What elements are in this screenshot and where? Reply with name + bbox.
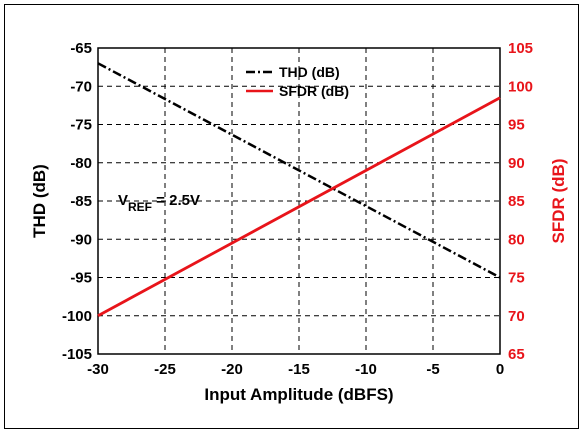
vref-main: V <box>118 192 128 209</box>
x-tick-label: -30 <box>87 361 109 378</box>
y-right-tick-label: 75 <box>508 270 525 287</box>
vref-value: = 2.5V <box>152 192 200 209</box>
x-tick-label: -15 <box>288 361 310 378</box>
y-left-tick-label: -65 <box>70 40 92 57</box>
y-left-tick-label: -105 <box>62 346 92 363</box>
y-right-tick-label: 95 <box>508 117 525 134</box>
series-lines <box>97 62 501 317</box>
vref-subscript: REF <box>128 200 152 214</box>
series-line-0 <box>97 62 501 279</box>
y-left-tick-label: -80 <box>70 155 92 172</box>
y-left-tick-label: -75 <box>70 117 92 134</box>
chart-frame <box>4 4 579 429</box>
legend: THD (dB) SFDR (dB) <box>246 64 349 99</box>
plot-area-border <box>97 47 501 355</box>
x-tick-label: -5 <box>426 361 439 378</box>
y-right-axis-title: SFDR (dB) <box>549 159 568 244</box>
grid <box>98 48 500 354</box>
y-left-tick-label: -100 <box>62 308 92 325</box>
y-left-tick-label: -90 <box>70 231 92 248</box>
y-left-tick-label: -70 <box>70 78 92 95</box>
y-right-tick-label: 90 <box>508 155 525 172</box>
x-tick-label: -20 <box>221 361 243 378</box>
vref-annotation: VREF = 2.5V <box>118 192 200 214</box>
y-left-tick-label: -95 <box>70 270 92 287</box>
y-left-tick-labels: -65 -70 -75 -80 -85 -90 -95 -100 -105 <box>62 40 92 363</box>
y-right-tick-label: 105 <box>508 40 533 57</box>
y-right-tick-labels: 105 100 95 90 85 80 75 70 65 <box>508 40 533 363</box>
x-tick-labels: -30 -25 -20 -15 -10 -5 0 <box>87 361 504 378</box>
y-right-tick-label: 100 <box>508 78 533 95</box>
x-tick-label: -25 <box>154 361 176 378</box>
y-left-axis-title: THD (dB) <box>30 164 49 238</box>
legend-label-thd: THD (dB) <box>279 64 340 80</box>
y-right-tick-label: 85 <box>508 193 525 210</box>
series-line-1 <box>97 96 501 317</box>
x-axis-title: Input Amplitude (dBFS) <box>204 385 393 404</box>
y-left-tick-label: -85 <box>70 193 92 210</box>
legend-label-sfdr: SFDR (dB) <box>279 83 349 99</box>
y-right-tick-label: 70 <box>508 308 525 325</box>
y-right-tick-label: 80 <box>508 231 525 248</box>
y-right-tick-label: 65 <box>508 346 525 363</box>
x-tick-label: -10 <box>355 361 377 378</box>
x-tick-label: 0 <box>496 361 504 378</box>
